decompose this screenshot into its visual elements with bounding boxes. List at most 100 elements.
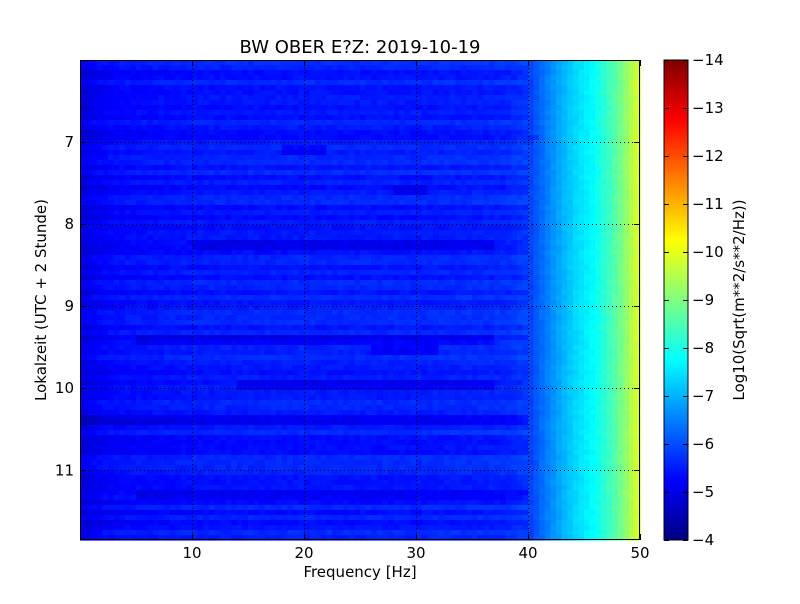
heatmap-cell (421, 260, 428, 266)
heatmap-cell (556, 170, 563, 176)
heatmap-cell (444, 100, 451, 106)
heatmap-cell (556, 185, 563, 191)
heatmap-cell (494, 150, 501, 156)
heatmap-cell (348, 80, 355, 86)
heatmap-cell (578, 80, 585, 86)
heatmap-cell (164, 175, 171, 181)
heatmap-cell (315, 100, 322, 106)
heatmap-cell (455, 305, 462, 311)
heatmap-cell (472, 280, 479, 286)
heatmap-cell (208, 145, 215, 151)
heatmap-cell (550, 235, 557, 241)
heatmap-cell (102, 140, 109, 146)
heatmap-cell (572, 270, 579, 276)
heatmap-cell (192, 140, 199, 146)
heatmap-cell (326, 70, 333, 76)
heatmap-cell (192, 195, 199, 201)
heatmap-cell (304, 75, 311, 81)
heatmap-cell (488, 120, 495, 126)
heatmap-cell (472, 135, 479, 141)
heatmap-cell (404, 300, 411, 306)
heatmap-cell (623, 190, 630, 196)
heatmap-cell (236, 270, 243, 276)
heatmap-cell (516, 210, 523, 216)
heatmap-cell (326, 225, 333, 231)
heatmap-cell (561, 125, 568, 131)
heatmap-cell (410, 275, 417, 281)
heatmap-cell (612, 65, 619, 71)
heatmap-cell (141, 270, 148, 276)
heatmap-cell (511, 200, 518, 206)
heatmap-cell (326, 145, 333, 151)
heatmap-cell (460, 200, 467, 206)
heatmap-cell (309, 130, 316, 136)
heatmap-cell (556, 95, 563, 101)
heatmap-cell (472, 295, 479, 301)
heatmap-cell (354, 265, 361, 271)
heatmap-cell (231, 215, 238, 221)
heatmap-cell (578, 215, 585, 221)
heatmap-cell (416, 280, 423, 286)
heatmap-cell (180, 120, 187, 126)
heatmap-cell (612, 120, 619, 126)
heatmap-cell (337, 225, 344, 231)
heatmap-cell (248, 280, 255, 286)
heatmap-cell (136, 190, 143, 196)
heatmap-cell (136, 260, 143, 266)
heatmap-cell (516, 165, 523, 171)
heatmap-cell (214, 260, 221, 266)
heatmap-cell (578, 100, 585, 106)
heatmap-cell (332, 95, 339, 101)
heatmap-cell (388, 135, 395, 141)
heatmap-cell (343, 235, 350, 241)
heatmap-cell (304, 110, 311, 116)
heatmap-cell (388, 240, 395, 246)
heatmap-cell (578, 235, 585, 241)
heatmap-cell (617, 175, 624, 181)
heatmap-cell (147, 300, 154, 306)
heatmap-cell (544, 265, 551, 271)
heatmap-cell (505, 65, 512, 71)
heatmap-cell (550, 210, 557, 216)
heatmap-cell (147, 195, 154, 201)
heatmap-cell (567, 305, 574, 311)
heatmap-cell (320, 295, 327, 301)
heatmap-cell (320, 125, 327, 131)
heatmap-cell (528, 205, 535, 211)
heatmap-cell (124, 125, 131, 131)
heatmap-cell (606, 75, 613, 81)
heatmap-cell (466, 135, 473, 141)
heatmap-cell (315, 150, 322, 156)
heatmap-cell (595, 160, 602, 166)
heatmap-cell (444, 255, 451, 261)
heatmap-cell (511, 220, 518, 226)
heatmap-cell (180, 280, 187, 286)
heatmap-cell (628, 125, 635, 131)
heatmap-cell (197, 75, 204, 81)
heatmap-cell (371, 85, 378, 91)
heatmap-cell (113, 130, 120, 136)
heatmap-cell (287, 200, 294, 206)
heatmap-cell (80, 180, 87, 186)
heatmap-cell (292, 115, 299, 121)
heatmap-cell (208, 205, 215, 211)
heatmap-cell (332, 115, 339, 121)
heatmap-cell (197, 220, 204, 226)
heatmap-cell (584, 95, 591, 101)
heatmap-cell (584, 270, 591, 276)
heatmap-cell (404, 205, 411, 211)
heatmap-cell (113, 260, 120, 266)
heatmap-cell (427, 70, 434, 76)
heatmap-cell (421, 110, 428, 116)
heatmap-cell (326, 140, 333, 146)
heatmap-cell (634, 100, 641, 106)
heatmap-cell (416, 115, 423, 121)
heatmap-cell (231, 200, 238, 206)
heatmap-cell (432, 150, 439, 156)
heatmap-cell (432, 305, 439, 311)
heatmap-cell (236, 300, 243, 306)
heatmap-cell (124, 110, 131, 116)
heatmap-cell (376, 95, 383, 101)
heatmap-cell (242, 285, 249, 291)
heatmap-cell (634, 125, 641, 131)
